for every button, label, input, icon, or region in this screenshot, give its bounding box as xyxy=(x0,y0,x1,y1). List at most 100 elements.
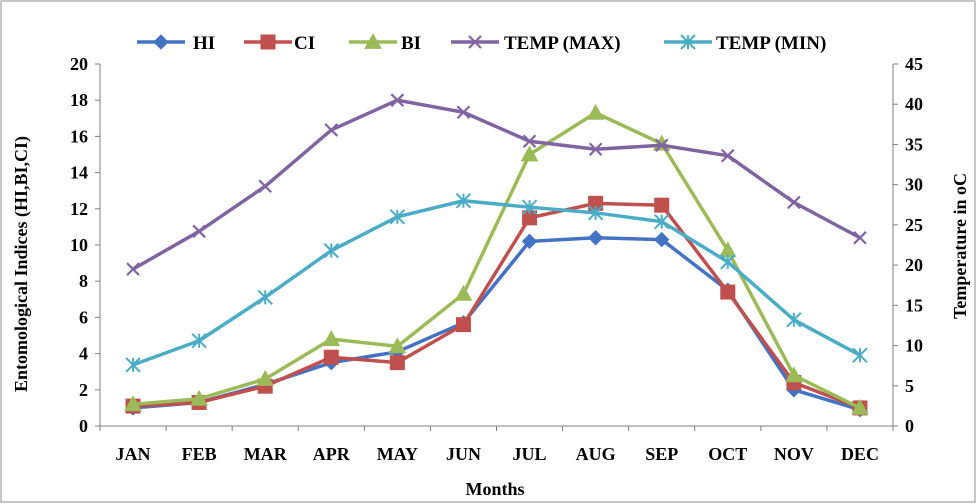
data-point-temp-max xyxy=(787,195,801,210)
x-tick-label: JAN xyxy=(116,444,151,464)
x-tick-label: DEC xyxy=(841,444,879,464)
series-line-ci xyxy=(132,201,861,410)
y2-tick-label: 15 xyxy=(905,295,923,315)
data-point-bi xyxy=(586,103,605,120)
x-tick-label: MAR xyxy=(244,444,288,464)
legend-swatch-marker xyxy=(468,35,482,49)
x-tick-label: JUL xyxy=(513,444,547,464)
y-tick-label: 20 xyxy=(70,54,88,74)
y2-tick-label: 0 xyxy=(905,416,914,436)
data-point-temp-max xyxy=(522,134,537,149)
data-point-hi xyxy=(587,230,604,246)
axes: 0 2 4 6 8 10 12 14 16 18 20 0 5 10 15 20 25 30 35 40 45 JAN FE… xyxy=(70,54,923,464)
data-point-ci xyxy=(389,355,405,371)
legend-label: BI xyxy=(401,33,421,54)
legend-swatch-marker xyxy=(260,34,276,50)
data-point-ci xyxy=(323,349,339,365)
x-tick-label: JUN xyxy=(446,444,481,464)
legend-label: HI xyxy=(193,33,215,54)
data-point-temp-min xyxy=(654,213,670,230)
data-point-temp-max xyxy=(258,179,272,194)
data-point-temp-min xyxy=(455,193,472,209)
x-tick-label: SEP xyxy=(645,444,678,464)
y-tick-label: 14 xyxy=(70,163,88,183)
data-point-temp-min xyxy=(125,357,141,373)
data-point-bi xyxy=(520,145,539,162)
x-tick-label: NOV xyxy=(774,444,814,464)
x-tick-label: APR xyxy=(313,444,351,464)
data-point-temp-min xyxy=(587,205,604,221)
x-tick-label: FEB xyxy=(182,444,217,464)
data-point-temp-min xyxy=(852,347,868,363)
y-tick-label: 4 xyxy=(79,344,88,364)
series-temp-max xyxy=(126,93,867,276)
data-point-hi xyxy=(521,233,538,250)
data-point-temp-min xyxy=(786,312,802,328)
x-tick-label: AUG xyxy=(576,444,616,464)
data-point-ci xyxy=(455,317,471,333)
legend-label: TEMP (MAX) xyxy=(504,33,621,54)
y2-tick-label: 25 xyxy=(905,215,923,235)
x-axis-title: Months xyxy=(465,479,524,499)
data-point-temp-max xyxy=(721,148,735,163)
data-point-temp-max xyxy=(390,93,405,107)
y2-tick-label: 5 xyxy=(905,376,914,396)
legend-item-bi: BI xyxy=(349,32,421,54)
data-point-temp-max xyxy=(853,230,867,245)
data-point-temp-min xyxy=(191,333,207,349)
y-axis-title: Entomological Indices (HI,BI,CI) xyxy=(11,136,32,392)
data-point-temp-min xyxy=(257,289,273,305)
y-tick-label: 12 xyxy=(70,199,88,219)
y2-tick-label: 20 xyxy=(905,255,923,275)
legend-swatch-marker xyxy=(153,34,169,50)
y-tick-label: 8 xyxy=(79,271,88,291)
data-point-bi xyxy=(322,330,341,347)
data-point-temp-min xyxy=(323,242,339,259)
legend-item-hi: HI xyxy=(137,33,215,54)
series-group xyxy=(124,93,869,418)
data-point-temp-max xyxy=(324,123,339,137)
legend-label: CI xyxy=(294,33,315,54)
legend-item-ci: CI xyxy=(244,33,315,54)
series-temp-min xyxy=(125,193,868,373)
data-point-bi xyxy=(851,398,869,415)
y2-axis-title: Temperature in oC xyxy=(950,173,970,319)
data-point-temp-min xyxy=(521,199,538,215)
legend-item-temp-min: TEMP (MIN) xyxy=(664,33,826,54)
data-point-ci xyxy=(720,284,736,300)
data-point-temp-max xyxy=(588,142,603,157)
y2-tick-label: 40 xyxy=(905,94,923,114)
data-point-temp-min xyxy=(389,209,406,225)
legend-item-temp-max: TEMP (MAX) xyxy=(451,33,621,54)
x-tick-label: OCT xyxy=(708,444,747,464)
y2-tick-label: 35 xyxy=(905,134,923,154)
data-point-bi xyxy=(256,369,275,386)
data-point-temp-min xyxy=(720,254,736,270)
y-tick-label: 16 xyxy=(70,126,88,146)
data-point-temp-max xyxy=(456,105,471,120)
data-point-bi xyxy=(124,395,142,412)
data-point-bi xyxy=(454,284,473,301)
y2-tick-label: 10 xyxy=(905,336,923,356)
y-tick-label: 2 xyxy=(79,380,88,400)
legend-swatch-marker xyxy=(364,32,382,49)
data-point-hi xyxy=(654,231,670,248)
y-tick-label: 18 xyxy=(70,90,88,110)
y-tick-label: 6 xyxy=(79,307,88,327)
data-point-temp-max xyxy=(654,138,669,153)
legend-label: TEMP (MIN) xyxy=(716,33,826,54)
data-point-bi xyxy=(388,337,407,354)
data-point-temp-max xyxy=(126,262,140,276)
data-point-bi xyxy=(190,389,208,406)
y2-tick-label: 30 xyxy=(905,175,923,195)
y-tick-label: 10 xyxy=(70,235,88,255)
data-point-temp-max xyxy=(192,224,206,239)
series-line-temp-min xyxy=(132,199,861,367)
data-point-ci xyxy=(654,197,670,213)
y-tick-label: 0 xyxy=(79,416,88,436)
series-line-temp-max xyxy=(132,98,861,271)
legend: HI CI BI TEMP (MAX) TEMP (MIN) xyxy=(137,32,826,54)
data-point-bi xyxy=(785,366,803,383)
